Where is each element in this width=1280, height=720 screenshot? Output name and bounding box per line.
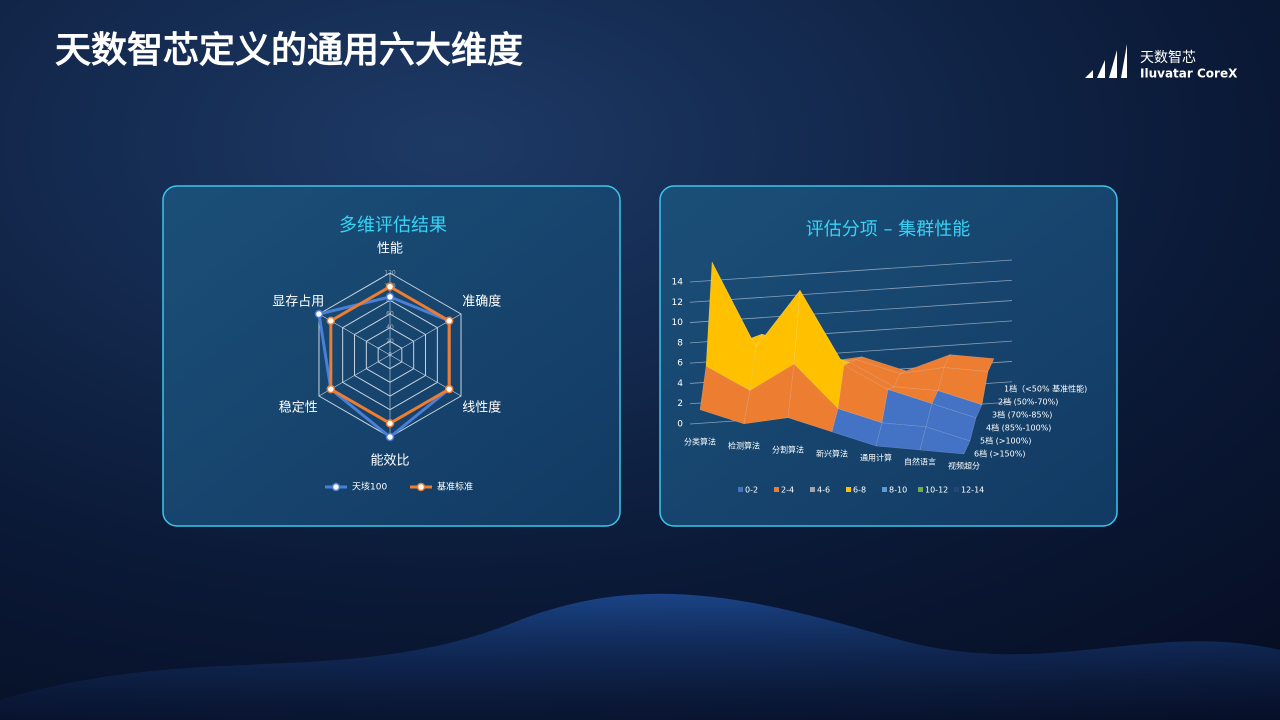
grid-line — [689, 259, 1013, 283]
category-label: 稳定性 — [279, 400, 318, 416]
legend-swatch — [882, 487, 887, 492]
surface-patch — [875, 422, 927, 451]
slide-title: 天数智芯定义的通用六大维度 — [55, 30, 523, 71]
x-tick-label: 视频超分 — [948, 461, 980, 471]
chart-title: 多维评估结果 — [339, 215, 447, 236]
legend-label: 6-8 — [853, 486, 866, 495]
legend-label: 8-10 — [889, 486, 907, 495]
category-label: 显存占用 — [272, 295, 324, 310]
series-label: 4档 (85%-100%) — [986, 423, 1051, 433]
data-point — [314, 309, 324, 319]
category-label: 准确度 — [462, 294, 501, 310]
y-tick-label: 10 — [672, 318, 684, 328]
x-tick-label: 分割算法 — [772, 445, 804, 455]
legend-label: 2-4 — [781, 486, 794, 495]
data-point — [326, 316, 336, 326]
y-tick-label: 12 — [672, 298, 683, 308]
logo: 天数智芯 Iluvatar CoreX — [1085, 44, 1238, 81]
y-tick-label: 2 — [677, 399, 683, 409]
panel-right — [659, 185, 1118, 527]
x-tick-label: 检测算法 — [728, 441, 760, 451]
category-label: 能效比 — [370, 454, 409, 469]
category-label: 性能 — [377, 242, 403, 257]
y-tick-label: 8 — [677, 338, 683, 348]
logo-en: Iluvatar CoreX — [1140, 67, 1238, 81]
wave-decoration — [0, 593, 1280, 720]
legend-label: 12-14 — [961, 486, 984, 495]
grid-line — [689, 279, 1013, 303]
series-label: 2档 (50%-70%) — [998, 397, 1058, 407]
legend-swatch — [738, 487, 743, 492]
y-tick-label: 0 — [677, 420, 683, 430]
series-label: 5档 (>100%) — [980, 436, 1031, 446]
data-point — [385, 282, 395, 291]
legend-label: 10-12 — [925, 486, 948, 495]
y-tick-label: 4 — [677, 379, 683, 389]
data-point — [385, 292, 395, 302]
legend-swatch — [918, 487, 923, 492]
data-point — [385, 419, 395, 428]
category-label: 线性度 — [462, 400, 501, 416]
data-point — [326, 384, 336, 394]
legend-marker — [331, 482, 341, 492]
legend-label: 4-6 — [817, 486, 830, 495]
legend-label: 基准标准 — [437, 481, 473, 493]
grid-line — [689, 300, 1013, 323]
legend-marker — [416, 482, 426, 492]
series-label: 1档（<50% 基准性能) — [1004, 384, 1087, 394]
legend-label: 天垓100 — [352, 481, 387, 493]
series-label: 3档 (70%-85%) — [992, 410, 1052, 420]
x-tick-label: 新兴算法 — [816, 449, 848, 459]
data-point — [444, 316, 454, 326]
x-tick-label: 通用计算 — [860, 453, 892, 463]
data-point — [385, 432, 395, 442]
x-tick-label: 分类算法 — [684, 437, 716, 447]
legend-swatch — [846, 487, 851, 492]
legend-swatch — [810, 487, 815, 492]
y-tick-label: 6 — [677, 359, 683, 369]
logo-cn: 天数智芯 — [1140, 50, 1196, 66]
legend-label: 0-2 — [745, 486, 758, 495]
x-tick-label: 自然语言 — [904, 457, 936, 467]
legend-swatch — [954, 487, 959, 492]
data-point — [444, 384, 454, 394]
y-tick-label: 14 — [672, 278, 684, 288]
series-label: 6档 (>150%) — [974, 449, 1025, 459]
surface-patch — [919, 426, 971, 455]
legend-swatch — [774, 487, 779, 492]
logo-icon — [1085, 44, 1127, 78]
chart-title: 评估分项 – 集群性能 — [806, 219, 970, 240]
